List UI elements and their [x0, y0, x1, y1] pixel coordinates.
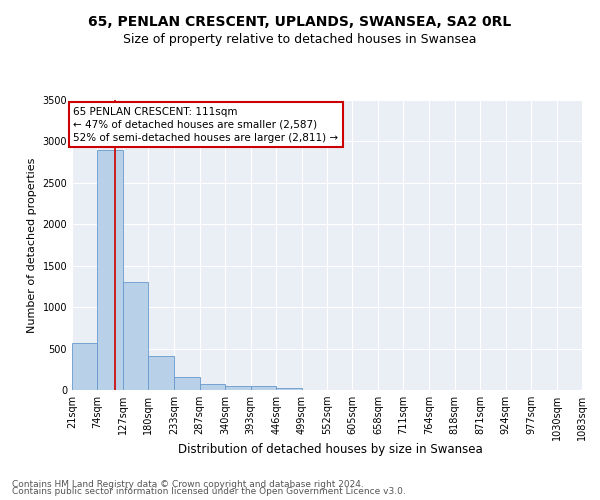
Bar [123, 282, 148, 390]
Bar [200, 384, 225, 390]
Bar [225, 386, 251, 390]
Text: Contains public sector information licensed under the Open Government Licence v3: Contains public sector information licen… [12, 488, 406, 496]
Bar [72, 343, 97, 390]
Bar [276, 388, 302, 390]
Bar [174, 376, 200, 390]
Y-axis label: Number of detached properties: Number of detached properties [27, 158, 37, 332]
Bar [251, 386, 276, 390]
Text: Distribution of detached houses by size in Swansea: Distribution of detached houses by size … [178, 442, 482, 456]
Bar [97, 150, 123, 390]
Text: 65, PENLAN CRESCENT, UPLANDS, SWANSEA, SA2 0RL: 65, PENLAN CRESCENT, UPLANDS, SWANSEA, S… [88, 15, 512, 29]
Text: Size of property relative to detached houses in Swansea: Size of property relative to detached ho… [123, 32, 477, 46]
Text: Contains HM Land Registry data © Crown copyright and database right 2024.: Contains HM Land Registry data © Crown c… [12, 480, 364, 489]
Bar [148, 356, 174, 390]
Text: 65 PENLAN CRESCENT: 111sqm
← 47% of detached houses are smaller (2,587)
52% of s: 65 PENLAN CRESCENT: 111sqm ← 47% of deta… [73, 106, 338, 143]
